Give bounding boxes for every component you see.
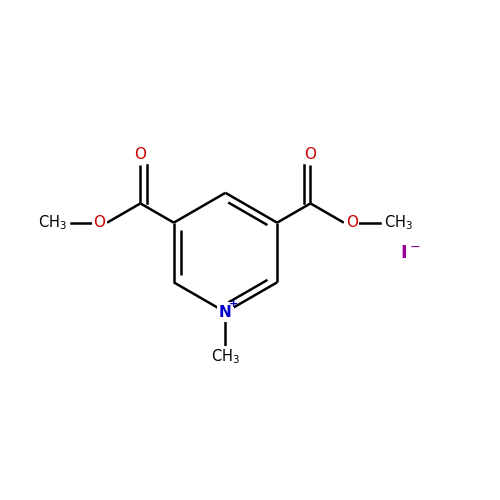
- Text: I$^-$: I$^-$: [400, 244, 420, 262]
- Text: N: N: [219, 304, 232, 320]
- Text: +: +: [230, 300, 238, 310]
- Text: CH$_3$: CH$_3$: [384, 214, 413, 232]
- Text: CH$_3$: CH$_3$: [211, 347, 240, 366]
- Text: O: O: [93, 215, 105, 230]
- Text: O: O: [346, 215, 358, 230]
- Text: O: O: [304, 147, 316, 162]
- Text: O: O: [134, 147, 146, 162]
- Text: CH$_3$: CH$_3$: [38, 214, 66, 232]
